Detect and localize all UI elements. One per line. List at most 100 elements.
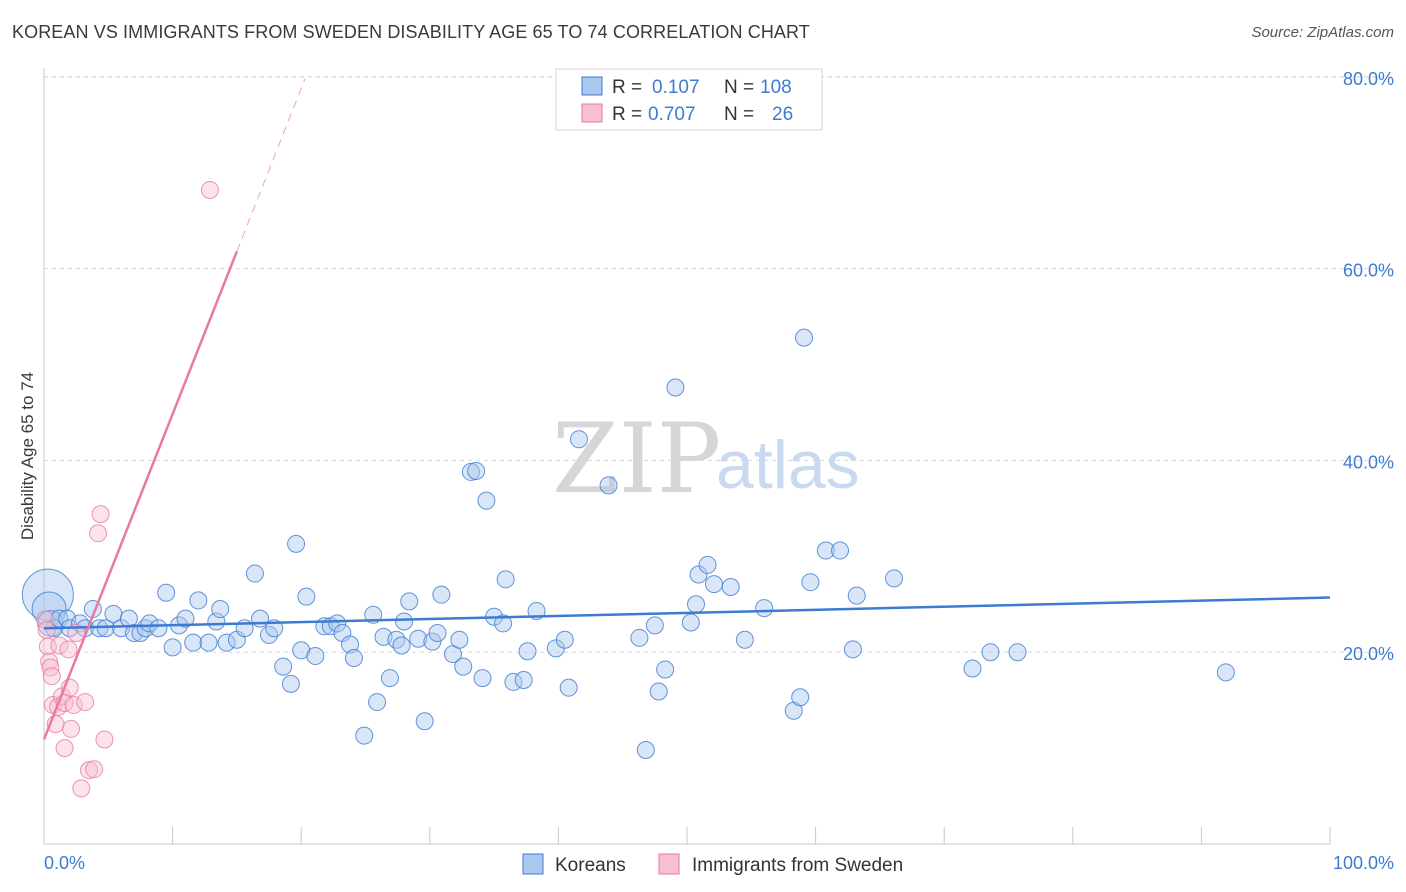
data-point bbox=[31, 591, 67, 627]
data-point bbox=[461, 462, 480, 481]
data-point bbox=[392, 636, 411, 655]
data-point bbox=[72, 779, 91, 798]
data-point bbox=[816, 541, 835, 560]
legend-swatch-sweden bbox=[581, 103, 603, 123]
data-point bbox=[569, 430, 588, 449]
data-point bbox=[473, 669, 492, 688]
data-point bbox=[297, 587, 316, 606]
data-point bbox=[395, 612, 414, 631]
data-point bbox=[91, 505, 110, 524]
data-point bbox=[831, 541, 850, 560]
data-point bbox=[415, 712, 434, 731]
data-point bbox=[149, 619, 168, 638]
grid-lines bbox=[44, 76, 1394, 653]
legend-n-label-1: N = bbox=[724, 77, 754, 98]
data-point bbox=[89, 524, 108, 543]
data-point bbox=[636, 741, 655, 760]
data-point bbox=[735, 630, 754, 649]
data-point bbox=[687, 595, 706, 614]
legend-n-label-2: N = bbox=[724, 104, 754, 125]
data-point bbox=[555, 630, 574, 649]
data-point bbox=[380, 669, 399, 688]
data-point bbox=[666, 378, 685, 397]
data-point bbox=[131, 624, 150, 643]
y-tick-label: 80.0% bbox=[1343, 69, 1394, 89]
data-point bbox=[80, 761, 99, 780]
watermark: ZIP atlas bbox=[552, 403, 860, 515]
data-point bbox=[409, 629, 428, 648]
data-point bbox=[200, 180, 219, 199]
bottom-legend-koreans: Koreans bbox=[555, 855, 626, 876]
data-point bbox=[85, 760, 104, 779]
legend-n-value-2: 26 bbox=[772, 104, 793, 125]
data-point bbox=[423, 632, 442, 651]
data-point bbox=[21, 568, 74, 621]
data-point bbox=[496, 570, 515, 589]
legend-n-value-1: 108 bbox=[760, 77, 792, 98]
data-point bbox=[599, 476, 618, 495]
data-point bbox=[42, 667, 61, 686]
data-point bbox=[245, 564, 264, 583]
bottom-legend: Koreans Immigrants from Sweden bbox=[522, 853, 903, 876]
y-tick-label: 20.0% bbox=[1343, 644, 1394, 664]
data-point bbox=[450, 630, 469, 649]
data-point bbox=[157, 583, 176, 602]
data-point bbox=[795, 328, 814, 347]
koreans-points bbox=[21, 328, 1235, 760]
data-point bbox=[755, 599, 774, 618]
data-point bbox=[189, 591, 208, 610]
data-point bbox=[656, 660, 675, 679]
data-point bbox=[40, 652, 59, 671]
trend-lines bbox=[42, 78, 1331, 740]
data-point bbox=[400, 592, 419, 611]
data-point bbox=[95, 730, 114, 749]
chart-title: KOREAN VS IMMIGRANTS FROM SWEDEN DISABIL… bbox=[12, 22, 810, 42]
y-tick-label: 40.0% bbox=[1343, 452, 1394, 472]
data-point bbox=[467, 461, 486, 480]
data-point bbox=[630, 628, 649, 647]
sweden-trend-line bbox=[42, 250, 239, 740]
data-point bbox=[681, 613, 700, 632]
data-point bbox=[59, 640, 78, 659]
data-point bbox=[355, 726, 374, 745]
data-point bbox=[140, 614, 159, 633]
data-point bbox=[1216, 663, 1235, 682]
data-point bbox=[176, 609, 195, 628]
data-point bbox=[514, 671, 533, 690]
data-point bbox=[274, 657, 293, 676]
legend-box: R = 0.107 N = 108 R = 0.707 N = 26 bbox=[555, 68, 823, 131]
legend-r-value-2: 0.707 bbox=[648, 104, 696, 125]
data-point bbox=[649, 682, 668, 701]
data-point bbox=[217, 633, 236, 652]
data-point bbox=[1008, 643, 1027, 662]
data-point bbox=[287, 534, 306, 553]
legend-r-label-2: R = bbox=[612, 104, 642, 125]
data-point bbox=[50, 636, 69, 655]
bottom-legend-swatch-koreans bbox=[522, 853, 544, 875]
koreans-trend-line bbox=[43, 596, 1331, 630]
watermark-zip: ZIP bbox=[552, 403, 721, 515]
data-point bbox=[801, 573, 820, 592]
data-point bbox=[494, 614, 513, 633]
sweden-trend-line-extension bbox=[236, 78, 306, 252]
data-point bbox=[428, 624, 447, 643]
data-point bbox=[184, 633, 203, 652]
data-point bbox=[885, 569, 904, 588]
legend-r-value-1: 0.107 bbox=[652, 77, 700, 98]
data-point bbox=[76, 693, 95, 712]
data-point bbox=[963, 659, 982, 678]
data-point bbox=[96, 619, 115, 638]
data-point bbox=[559, 678, 578, 697]
data-point bbox=[432, 585, 451, 604]
legend-r-label-1: R = bbox=[612, 77, 642, 98]
watermark-atlas: atlas bbox=[716, 427, 860, 503]
data-point bbox=[981, 643, 1000, 662]
data-point bbox=[125, 624, 144, 643]
data-point bbox=[64, 695, 83, 714]
sweden-points bbox=[36, 180, 219, 798]
data-point bbox=[199, 633, 218, 652]
data-point bbox=[518, 642, 537, 661]
data-point bbox=[721, 577, 740, 596]
y-tick-labels: 20.0% 40.0% 60.0% 80.0% bbox=[1343, 69, 1394, 664]
data-point bbox=[341, 635, 360, 654]
